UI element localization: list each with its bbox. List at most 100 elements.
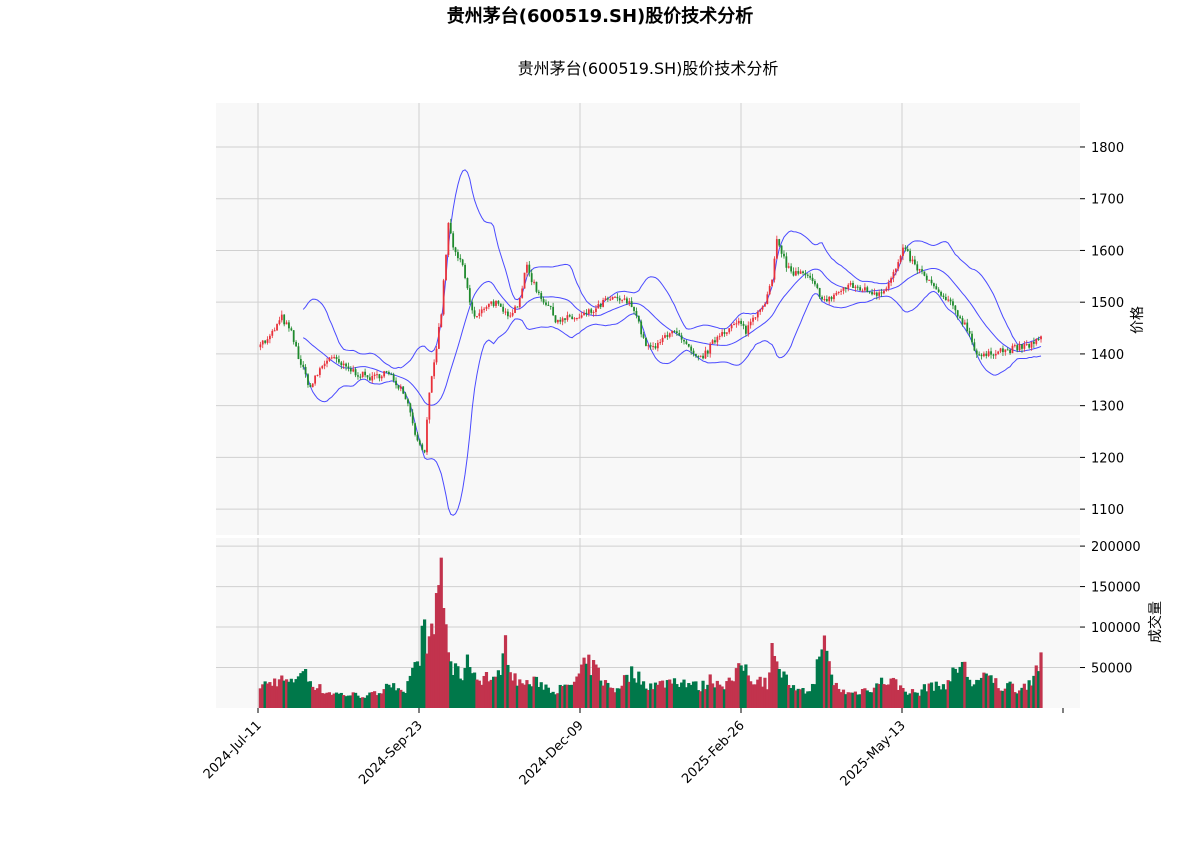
volume-bar — [684, 687, 688, 708]
candle-body — [802, 271, 804, 274]
candle-body — [887, 282, 890, 289]
volume-bar — [403, 693, 408, 708]
volume-bar — [427, 636, 431, 708]
volume-bar — [373, 691, 377, 708]
volume-bar — [530, 686, 534, 708]
volume-bar — [696, 690, 700, 708]
volume-bar — [706, 684, 710, 708]
volume-bar — [261, 684, 265, 708]
volume-bar — [503, 635, 508, 708]
volume-bar — [270, 685, 274, 708]
volume-bar — [292, 682, 296, 708]
volume-bar — [844, 694, 848, 708]
candle-body — [847, 284, 850, 289]
candle-body — [692, 350, 695, 354]
candle-body — [466, 278, 469, 289]
volume-bar — [1001, 690, 1005, 708]
volume-bar — [430, 623, 434, 708]
volume-bar — [715, 680, 719, 708]
volume-bar — [708, 674, 712, 708]
candle-body — [649, 345, 652, 347]
candle-body — [376, 374, 378, 376]
candle-body — [702, 355, 704, 359]
volume-bar — [720, 686, 724, 708]
candle-body — [526, 264, 528, 273]
candle-body — [290, 328, 293, 331]
price-tick-label: 1600 — [1091, 244, 1124, 259]
volume-bar — [401, 691, 405, 708]
volume-bar — [589, 675, 593, 708]
volume-bar — [960, 661, 965, 708]
candle-body — [878, 292, 881, 296]
candle-body — [449, 222, 452, 234]
chart-title: 贵州茅台(600519.SH)股价技术分析 — [518, 59, 779, 78]
candle-body — [706, 350, 709, 354]
volume-bar — [887, 684, 891, 708]
volume-bar — [315, 688, 320, 708]
candle-body — [854, 286, 857, 288]
candle-body — [302, 364, 305, 367]
candle-body — [861, 290, 864, 292]
candle-body — [626, 298, 628, 304]
volume-bar — [537, 686, 541, 708]
candle-body — [1004, 349, 1007, 353]
volume-bar — [953, 668, 957, 708]
candle-body — [435, 348, 438, 363]
volume-bar — [587, 654, 591, 708]
volume-bar — [687, 683, 691, 708]
volume-bar — [946, 680, 950, 708]
volume-bar — [392, 683, 396, 708]
candle-body — [495, 300, 497, 306]
volume-bar — [344, 696, 348, 708]
volume-bar — [710, 683, 715, 708]
candle-body — [959, 316, 961, 319]
volume-bar — [915, 692, 919, 708]
volume-bar — [570, 684, 574, 708]
volume-bar — [644, 688, 648, 708]
candle-body — [464, 264, 466, 279]
candle-body — [307, 374, 309, 385]
volume-bar — [658, 681, 662, 708]
candle-body — [740, 320, 743, 324]
volume-bar — [456, 666, 460, 708]
candle-body — [645, 337, 647, 346]
volume-bar — [979, 677, 984, 708]
volume-bar — [594, 664, 598, 708]
volume-bar — [546, 687, 550, 708]
candle-body — [685, 341, 688, 344]
volume-bar — [389, 687, 393, 708]
candle-body — [909, 251, 912, 262]
candle-body — [430, 376, 433, 393]
volume-bar — [327, 692, 331, 708]
volume-bar — [827, 661, 831, 708]
candle-body — [378, 374, 381, 379]
candle-body — [716, 336, 719, 343]
candle-body — [966, 322, 969, 332]
volume-bar — [1013, 692, 1017, 708]
volume-bar — [465, 654, 470, 708]
volume-bar — [622, 675, 627, 708]
candle-body — [673, 330, 676, 332]
volume-panel — [216, 538, 1080, 708]
volume-bar — [320, 693, 324, 708]
candle-body — [642, 334, 645, 338]
volume-bar — [901, 688, 905, 708]
volume-bar — [989, 675, 993, 708]
candle-body — [1032, 341, 1035, 344]
candle-body — [395, 380, 397, 386]
volume-bar — [596, 667, 600, 708]
candle-body — [445, 254, 447, 281]
volume-bar — [484, 672, 489, 708]
volume-bar — [568, 684, 572, 708]
volume-bar — [353, 692, 358, 708]
volume-bar — [513, 673, 517, 708]
volume-bar — [301, 671, 305, 708]
candle-body — [730, 325, 733, 329]
volume-bar — [1010, 683, 1015, 708]
date-tick-label: 2024-Jul-11 — [201, 718, 265, 782]
volume-bar — [603, 680, 608, 708]
candle-body — [849, 282, 852, 285]
volume-bar — [639, 684, 643, 708]
volume-bar — [987, 675, 991, 708]
volume-bar — [356, 695, 360, 708]
